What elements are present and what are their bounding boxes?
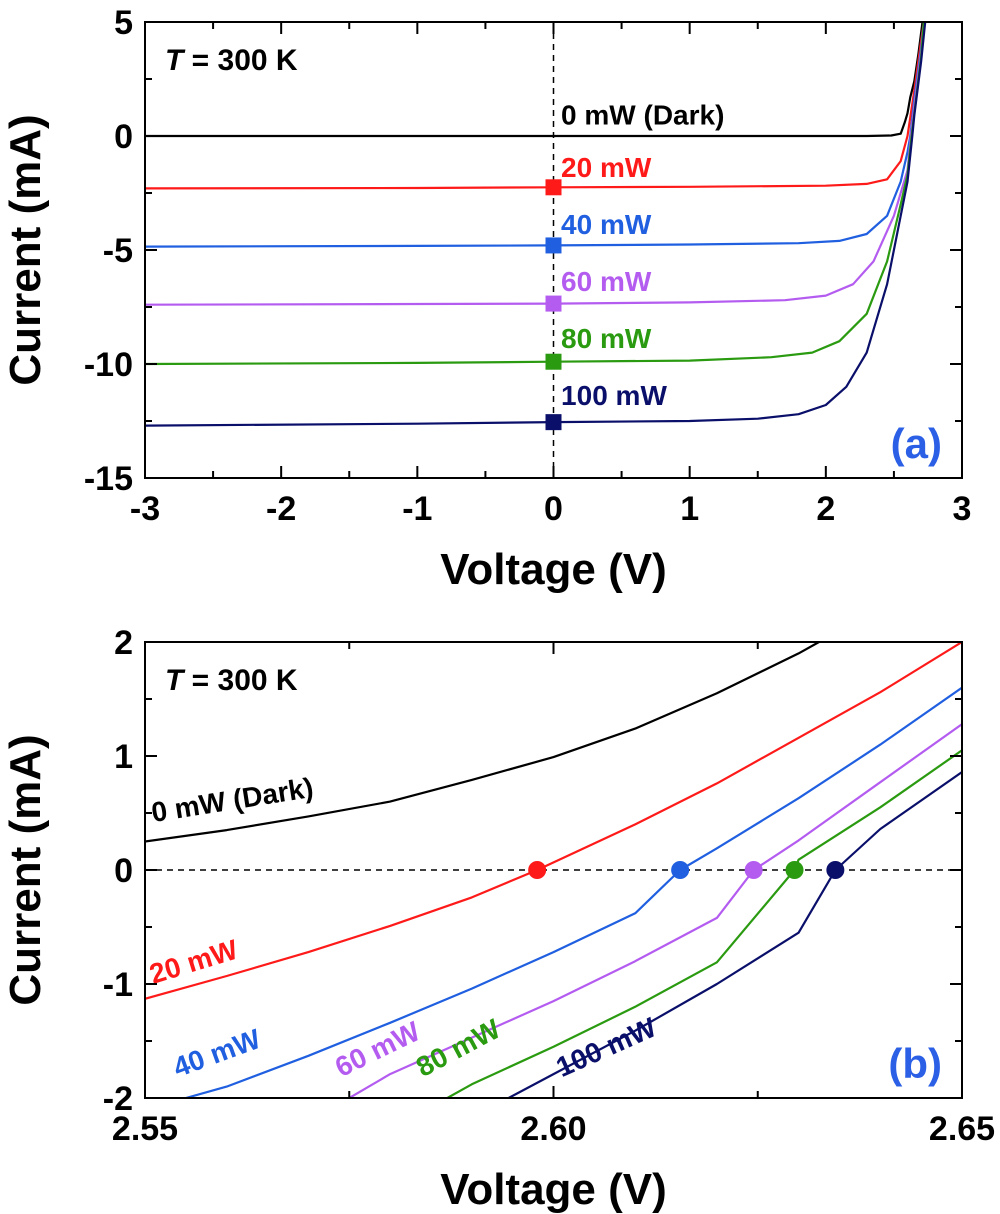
y-tick-label-2: 0 [114,852,133,890]
series-label-3: 60 mW [561,266,652,297]
temperature-value: = 300 K [183,44,298,77]
square-marker-5 [545,414,562,431]
panel-label: (b) [888,1040,942,1087]
x-tick-label-5: 2 [816,490,835,528]
y-tick-label-3: -1 [103,966,133,1004]
x-tick-label-0: -3 [130,490,160,528]
series-line-5 [145,22,927,427]
circle-marker-3 [785,861,804,879]
x-tick-label-6: 3 [953,490,972,528]
x-tick-label-1: 2.60 [520,1110,586,1148]
y-axis-title: Current (mA) [1,734,50,1005]
square-marker-2 [545,237,562,254]
series-label-5: 100 mW [561,380,667,411]
x-axis-title: Voltage (V) [440,545,667,594]
x-tick-label-0: 2.55 [112,1110,178,1148]
temperature-label: T = 300 K [165,664,298,697]
series-line-0 [145,642,820,843]
series-line-2 [185,686,962,1098]
series-label-2: 40 mW [169,1023,265,1083]
circle-marker-2 [744,861,763,879]
series-line-4 [446,749,962,1098]
temperature-symbol: T [165,44,186,77]
y-tick-label-3: -10 [84,346,133,384]
series-label-0: 0 mW (Dark) [561,100,724,131]
x-tick-label-3: 0 [544,490,563,528]
y-tick-label-1: 1 [114,738,133,776]
circle-marker-1 [671,861,690,879]
x-tick-label-4: 1 [680,490,699,528]
y-axis-title: Current (mA) [1,114,50,385]
series-label-5: 100 mW [552,1011,662,1083]
circle-marker-0 [528,861,547,879]
series-line-5 [508,771,962,1098]
x-tick-label-1: -2 [266,490,296,528]
series-label-4: 80 mW [561,323,652,354]
square-marker-4 [545,353,562,370]
temperature-symbol: T [165,664,186,697]
series-label-1: 20 mW [146,934,242,990]
series-label-1: 20 mW [561,152,652,183]
series-line-1 [145,22,925,190]
x-tick-label-2: 2.65 [929,1110,995,1148]
y-tick-label-4: -2 [103,1080,133,1118]
curves [145,22,927,427]
x-axis-title: Voltage (V) [440,1165,667,1214]
circle-marker-4 [826,861,845,879]
series-label-4: 80 mW [411,1013,506,1083]
square-marker-3 [545,295,562,312]
y-tick-label-1: 0 [114,118,133,156]
panel-label: (a) [891,420,942,467]
y-tick-label-0: 2 [114,624,133,662]
temperature-label: T = 300 K [165,44,298,77]
series-line-0 [145,22,924,138]
series-line-3 [348,723,962,1098]
x-tick-label-2: -1 [402,490,432,528]
series-label-3: 60 mW [330,1015,425,1083]
square-marker-1 [545,179,562,196]
series-label-2: 40 mW [561,209,652,240]
temperature-value: = 300 K [183,664,298,697]
y-tick-label-0: 5 [114,4,133,42]
y-tick-label-4: -15 [84,460,133,498]
y-tick-label-2: -5 [103,232,133,270]
